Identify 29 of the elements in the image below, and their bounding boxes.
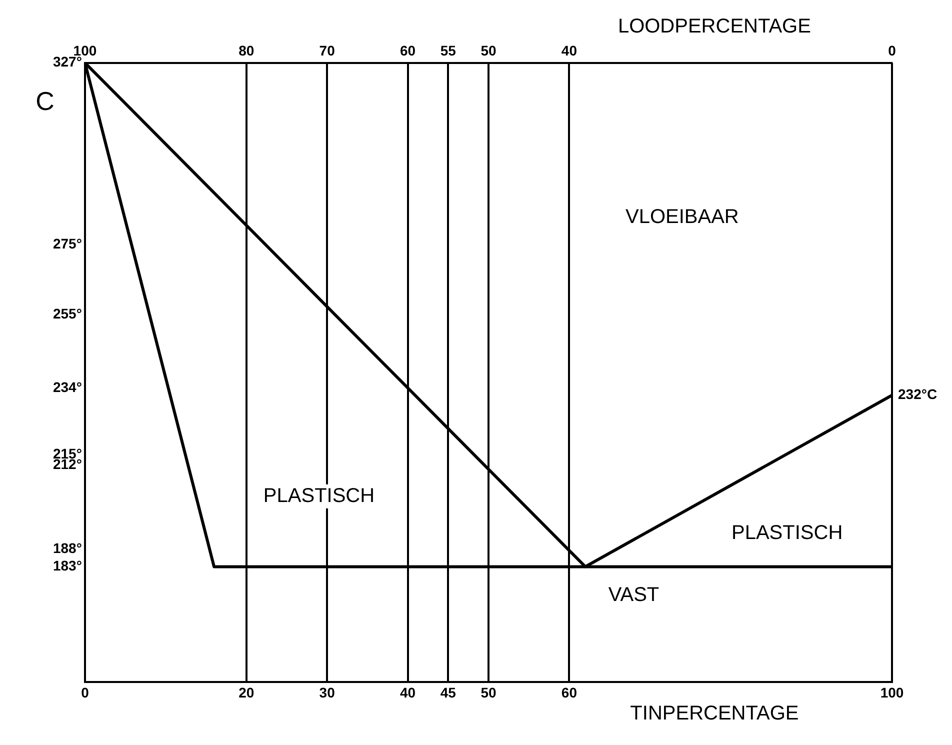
x2-tick-label: 80 (238, 42, 254, 58)
x2-tick-label: 70 (319, 42, 336, 58)
x2-tick-label: 60 (400, 42, 416, 58)
y-axis-title: C (36, 86, 54, 116)
x-tick-label: 40 (400, 684, 416, 700)
annotation: VLOEIBAAR (625, 206, 739, 228)
annotation: PLASTISCH (732, 522, 843, 544)
x-tick-label: 50 (480, 684, 496, 700)
annotation: 232°C (898, 386, 938, 402)
x-tick-label: 30 (319, 684, 336, 700)
x-tick-label: 60 (561, 684, 578, 700)
x2-tick-label: 50 (480, 42, 496, 58)
y-tick-label: 255° (52, 306, 82, 322)
x2-axis-title: LOODPERCENTAGE (618, 15, 811, 38)
x-tick-label: 20 (238, 684, 254, 700)
x2-tick-label: 0 (888, 42, 896, 58)
y-tick-label: 188° (52, 540, 82, 556)
x2-tick-label: 55 (440, 42, 456, 58)
y-tick-label: 234° (52, 379, 82, 396)
x2-tick-label: 100 (73, 42, 97, 58)
x-tick-label: 0 (81, 684, 90, 700)
x-tick-label: 45 (440, 684, 456, 700)
annotation: VAST (608, 584, 660, 606)
x2-tick-label: 40 (561, 42, 578, 58)
y-tick-label: 183° (52, 558, 82, 574)
y-tick-label: 275° (52, 236, 82, 252)
annotation: PLASTISCH (263, 484, 375, 507)
x-axis-title: TINPERCENTAGE (630, 702, 799, 725)
x-tick-label: 100 (880, 684, 904, 700)
